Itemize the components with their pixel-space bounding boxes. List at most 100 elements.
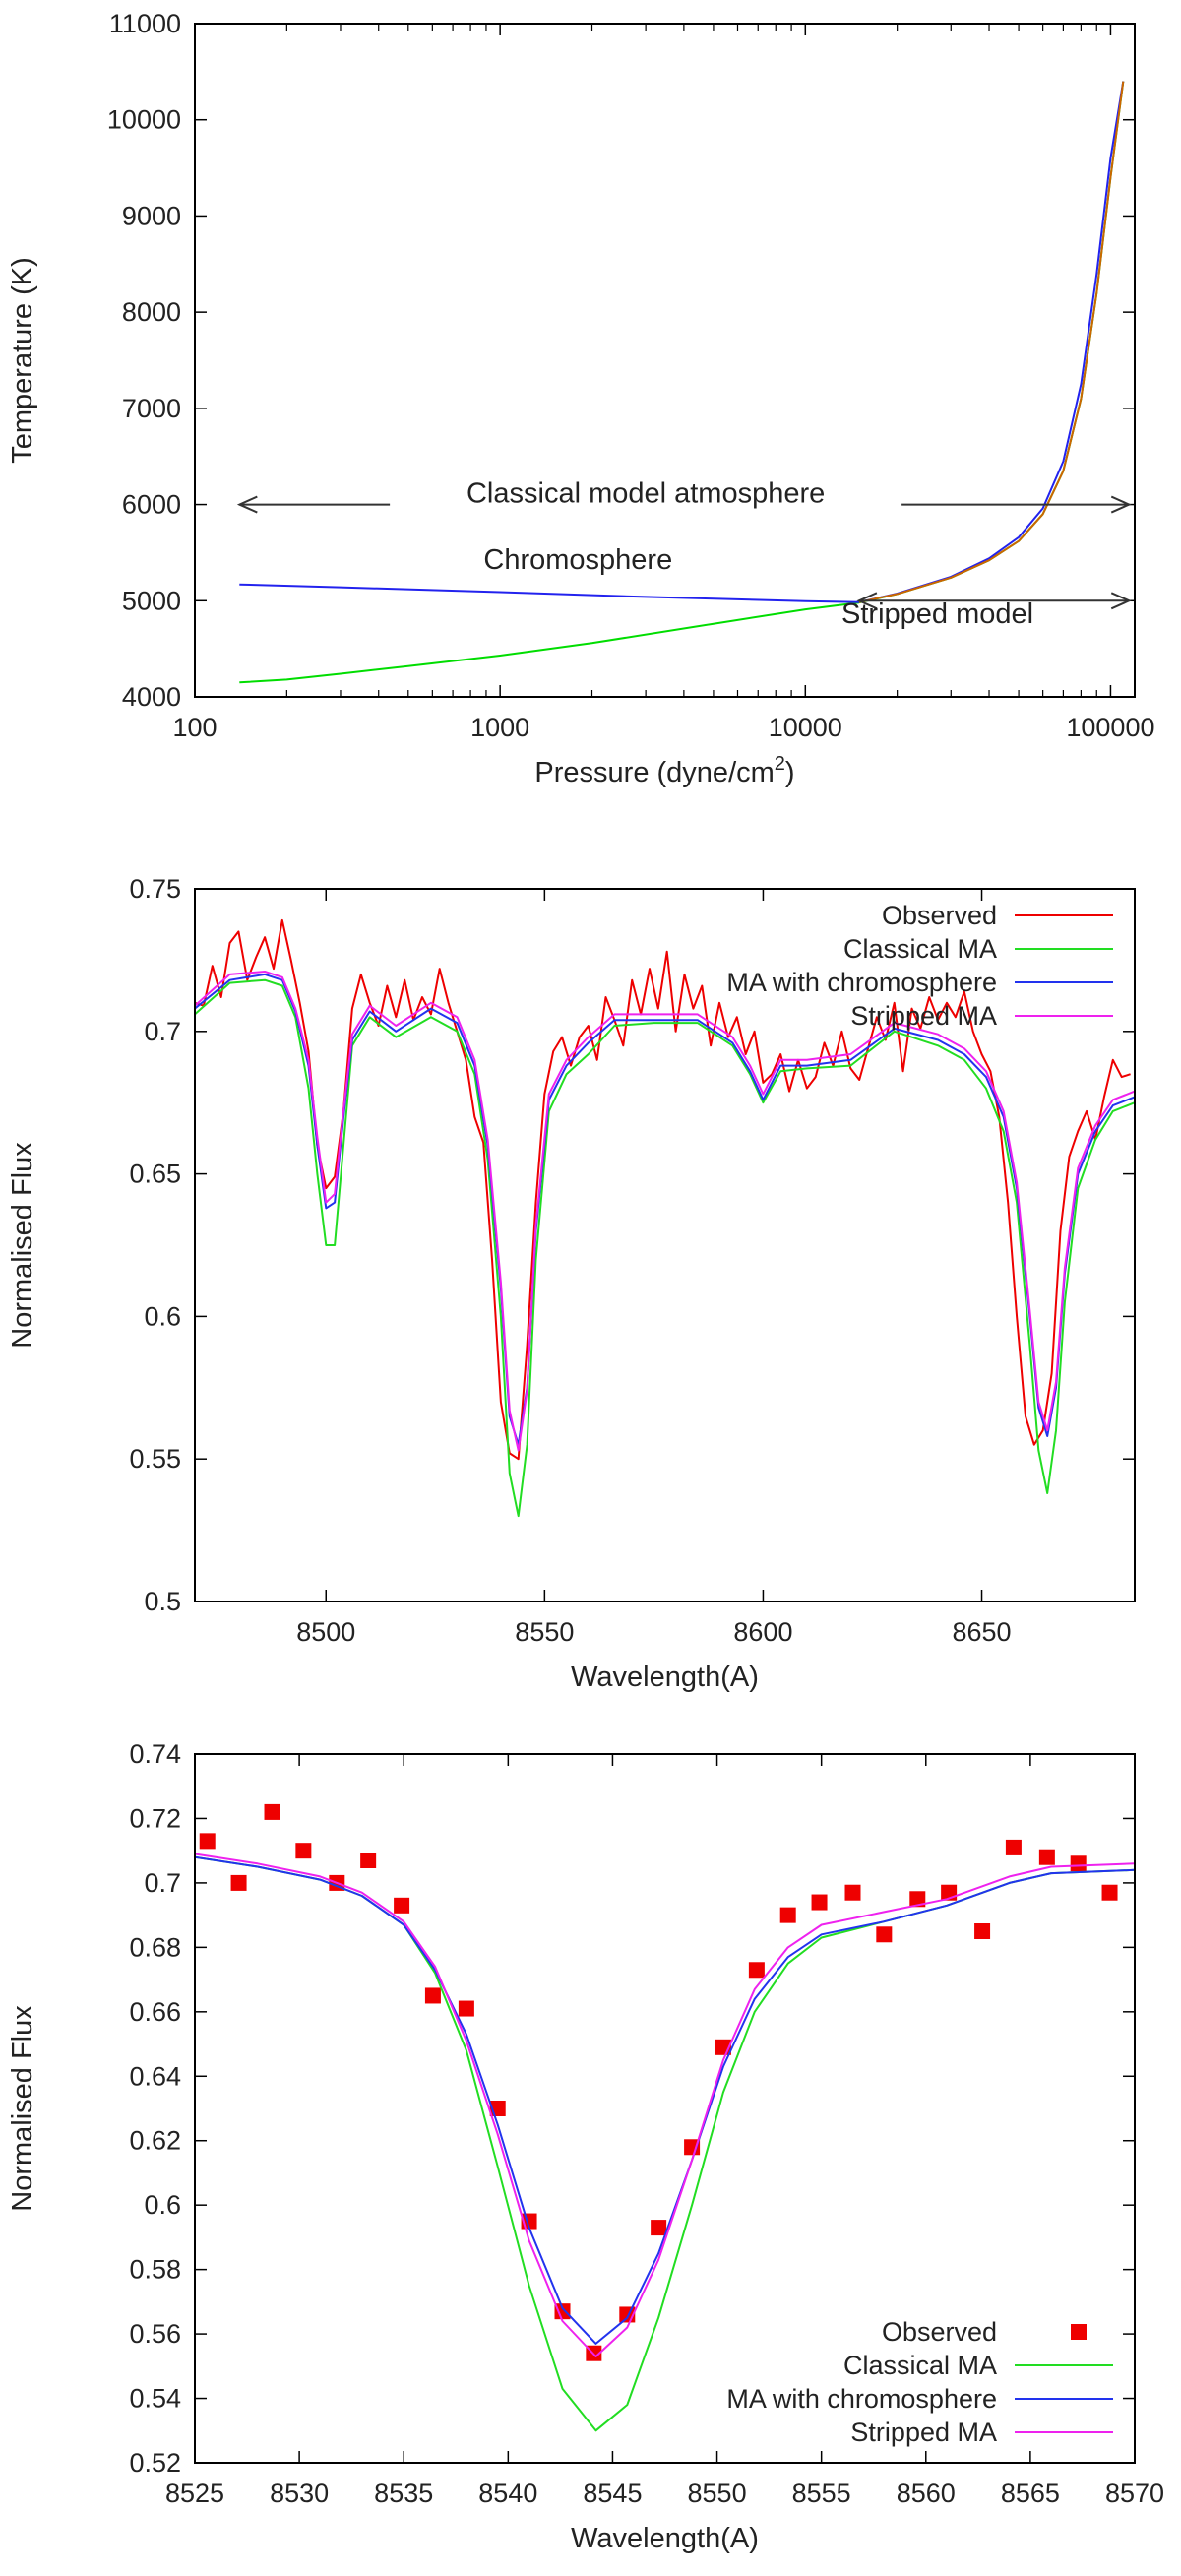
y-tick-label: 0.55 xyxy=(129,1444,181,1474)
x-tick-label: 100000 xyxy=(1066,713,1154,742)
y-tick-label: 5000 xyxy=(122,586,181,615)
data-point-observed xyxy=(844,1884,861,1901)
data-point-observed xyxy=(1070,1855,1087,1872)
chart-temperature-pressure: 100 1000 10000 100000 4000 5000 6000 7000 8000 90… xyxy=(7,9,1154,788)
chart-spectrum-full: 8500 8550 8600 8650 0.5 0.55 0.6 0.65 0.7 0.75 Wav… xyxy=(7,874,1136,1693)
x-tick-label: 8545 xyxy=(583,2479,642,2508)
y-tick-label: 7000 xyxy=(122,394,181,423)
data-point-observed xyxy=(909,1891,926,1908)
data-point-observed xyxy=(1038,1849,1055,1865)
plot-area xyxy=(239,81,1125,684)
data-point-observed xyxy=(811,1894,828,1911)
chart-spectrum-zoom: 8525 8530 8535 8540 8545 8550 8555 8560 8565 8570… xyxy=(7,1739,1164,2554)
x-axis-label-text: Pressure (dyne/cm xyxy=(534,757,774,788)
legend-label: Classical MA xyxy=(843,934,997,964)
plot-area xyxy=(195,918,1135,1518)
data-point-observed xyxy=(230,1874,247,1891)
y-tick-label: 0.56 xyxy=(129,2319,181,2349)
series-line-classical-ma xyxy=(195,978,1135,1518)
y-axis-label: Normalised Flux xyxy=(7,2005,38,2212)
annotation-arrowhead-right xyxy=(1110,592,1132,610)
data-point-observed xyxy=(779,1907,796,1923)
x-tick-label: 8650 xyxy=(952,1617,1011,1647)
plot-frame xyxy=(194,1753,1136,2464)
plot-area xyxy=(195,1803,1135,2432)
y-tick-label: 0.62 xyxy=(129,2126,181,2156)
series-line-stripped-model xyxy=(858,81,1125,603)
y-tick-label: 0.65 xyxy=(129,1160,181,1189)
data-point-observed xyxy=(1101,1884,1118,1901)
y-tick-label: 0.54 xyxy=(129,2384,181,2414)
x-axis-label-tail: ) xyxy=(785,757,795,788)
data-point-observed xyxy=(199,1833,216,1850)
y-tick-label: 4000 xyxy=(122,682,181,712)
x-axis-label-superscript: 2 xyxy=(775,753,785,775)
y-tick-label: 6000 xyxy=(122,490,181,520)
x-axis-label: Wavelength(A) xyxy=(571,2523,759,2554)
y-axis-label: Temperature (K) xyxy=(7,257,38,464)
series-line-ma-with-chromosphere xyxy=(195,1855,1135,2345)
legend-label: Observed xyxy=(882,901,997,930)
y-tick-label: 9000 xyxy=(122,201,181,230)
series-line-stripped-ma xyxy=(195,971,1135,1452)
y-tick-label: 0.68 xyxy=(129,1932,181,1962)
y-tick-label: 0.7 xyxy=(144,1868,181,1898)
x-tick-label: 10000 xyxy=(769,713,842,742)
annotation-arrowhead-left xyxy=(236,495,258,514)
x-tick-label: 8570 xyxy=(1105,2479,1164,2508)
annotation-label: Stripped model xyxy=(841,598,1033,630)
legend-swatch-marker xyxy=(1071,2324,1087,2340)
x-tick-label: 8535 xyxy=(374,2479,433,2508)
legend-label: Stripped MA xyxy=(850,2418,997,2447)
y-tick-label: 0.6 xyxy=(144,2190,181,2220)
legend-label: Stripped MA xyxy=(850,1001,997,1031)
x-axis-label: Wavelength(A) xyxy=(571,1662,759,1693)
x-tick-label: 8550 xyxy=(688,2479,747,2508)
data-point-observed xyxy=(974,1923,991,1939)
y-tick-label: 0.75 xyxy=(129,874,181,904)
series-line-classical-model-atmosphere xyxy=(239,81,1125,684)
annotation-label: Chromosphere xyxy=(483,544,672,576)
x-tick-label: 8500 xyxy=(296,1617,355,1647)
series-line-stripped-ma xyxy=(195,1853,1135,2357)
y-tick-label: 8000 xyxy=(122,297,181,327)
y-tick-label: 10000 xyxy=(107,105,181,135)
x-tick-label: 8560 xyxy=(897,2479,956,2508)
y-tick-label: 11000 xyxy=(109,9,181,38)
y-tick-label: 0.64 xyxy=(129,2061,181,2091)
x-tick-label: 100 xyxy=(172,713,217,742)
x-tick-label: 1000 xyxy=(470,713,529,742)
data-point-observed xyxy=(458,2000,474,2017)
data-point-observed xyxy=(554,2303,571,2320)
legend-label: Classical MA xyxy=(843,2351,997,2380)
annotation-arrowhead-left xyxy=(856,592,878,610)
x-axis-label-text: Wavelength(A) xyxy=(571,2523,759,2554)
series-line-observed xyxy=(195,918,1131,1461)
y-tick-label: 0.74 xyxy=(129,1739,181,1769)
plot-frame xyxy=(194,888,1136,1602)
data-point-observed xyxy=(360,1853,377,1868)
y-tick-label: 0.7 xyxy=(144,1017,181,1046)
legend-label: Observed xyxy=(882,2317,997,2347)
x-tick-label: 8550 xyxy=(515,1617,574,1647)
y-tick-label: 0.6 xyxy=(144,1301,181,1331)
annotation-background xyxy=(390,474,902,511)
data-point-observed xyxy=(264,1803,280,1820)
x-axis-label: Pressure (dyne/cm2) xyxy=(534,753,794,788)
x-tick-label: 8525 xyxy=(165,2479,224,2508)
y-tick-label: 0.66 xyxy=(129,1997,181,2027)
plot-frame xyxy=(194,23,1136,698)
y-axis-label: Normalised Flux xyxy=(7,1142,38,1349)
y-tick-label: 0.58 xyxy=(129,2255,181,2285)
y-tick-label: 0.72 xyxy=(129,1803,181,1833)
legend-label: MA with chromosphere xyxy=(726,968,997,997)
x-tick-label: 8555 xyxy=(792,2479,851,2508)
series-line-chromosphere xyxy=(239,81,1125,603)
data-point-observed xyxy=(295,1843,312,1859)
data-point-observed xyxy=(651,2220,667,2236)
y-tick-label: 0.52 xyxy=(129,2448,181,2478)
annotation-arrowhead-right xyxy=(1110,495,1132,514)
annotation-label: Classical model atmosphere xyxy=(466,478,825,510)
data-point-observed xyxy=(1005,1839,1022,1855)
x-tick-label: 8540 xyxy=(478,2479,537,2508)
